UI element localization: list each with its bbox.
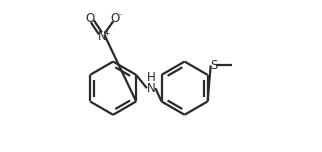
Text: H: H: [147, 71, 156, 84]
Text: O: O: [86, 12, 95, 25]
Text: O: O: [111, 12, 120, 25]
Text: N: N: [147, 82, 156, 95]
Text: ⁻: ⁻: [117, 12, 122, 21]
Text: S: S: [210, 59, 217, 72]
Text: N: N: [98, 30, 107, 43]
Text: +: +: [104, 29, 110, 38]
